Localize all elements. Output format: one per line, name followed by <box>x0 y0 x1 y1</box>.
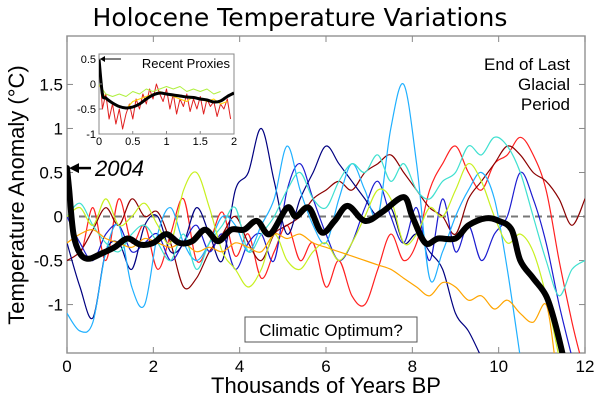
series-line-proxy-7 <box>67 163 559 353</box>
x-tick-label: 4 <box>235 357 244 376</box>
end-glacial-line-2: Glacial <box>518 75 570 94</box>
inset-x-tick-label: 0.5 <box>125 136 140 148</box>
inset-x-tick-label: 2 <box>231 136 237 148</box>
y-tick-label: 0 <box>54 208 63 227</box>
x-tick-label: 0 <box>62 357 71 376</box>
inset-y-tick-label: 0 <box>90 79 96 91</box>
y-tick-label: 0.5 <box>39 163 63 182</box>
year-2004-label: 2004 <box>94 156 144 181</box>
inset-series-recent-proxy-red <box>99 58 232 130</box>
x-tick-label: 8 <box>408 357 417 376</box>
inset-axis-ticks: 0 0.5 1 1.5 2 -1 -0.5 0 0.5 <box>77 54 237 148</box>
inset-series-recent-smoothed <box>99 58 234 110</box>
x-tick-label: 12 <box>576 357 595 376</box>
end-glacial-annotation: End of Last Glacial Period <box>484 55 570 114</box>
inset-arrow-left-icon <box>100 56 105 62</box>
y-tick-label: 1.5 <box>39 75 63 94</box>
inset-y-tick-label: 0.5 <box>81 54 96 66</box>
series-line-proxy-8 <box>67 228 555 353</box>
series-line-proxy-3 <box>67 163 572 353</box>
series-line-average <box>67 165 566 353</box>
year-2004-annotation: 2004 <box>69 156 144 181</box>
series-line-proxy-2 <box>67 145 585 290</box>
end-glacial-line-3: Period <box>521 95 570 114</box>
inset-x-tick-label: 0 <box>96 136 102 148</box>
inset-y-tick-label: -1 <box>86 129 96 141</box>
y-tick-label: -1 <box>48 296 63 315</box>
arrow-left-icon <box>69 163 79 174</box>
climatic-optimum-annotation: Climatic Optimum? <box>244 316 418 343</box>
chart-title: Holocene Temperature Variations <box>93 3 508 32</box>
y-axis-ticks: -1 -0.5 0 0.5 1 1.5 <box>34 75 585 315</box>
inset-x-tick-label: 1 <box>163 136 169 148</box>
x-tick-label: 10 <box>489 357 508 376</box>
x-axis-label: Thousands of Years BP <box>211 373 441 398</box>
inset-chart: 0 0.5 1 1.5 2 -1 -0.5 0 0.5 Recent Proxies <box>77 53 237 148</box>
inset-y-tick-label: -0.5 <box>77 104 96 116</box>
inset-series-layer <box>99 58 234 130</box>
series-line-proxy-5 <box>67 83 521 353</box>
x-axis-ticks: 0 2 4 6 8 10 12 <box>62 36 594 376</box>
climatic-optimum-box <box>244 316 418 343</box>
inset-x-tick-label: 1.5 <box>193 136 208 148</box>
y-tick-label: 1 <box>54 119 63 138</box>
inset-series-recent-proxy-green <box>99 83 221 97</box>
y-tick-label: -0.5 <box>34 252 63 271</box>
series-layer <box>67 83 585 353</box>
series-line-proxy-6 <box>67 136 585 297</box>
series-line-proxy-1 <box>67 136 581 353</box>
climatic-optimum-label: Climatic Optimum? <box>259 321 403 340</box>
inset-title: Recent Proxies <box>142 56 231 71</box>
x-tick-label: 2 <box>149 357 158 376</box>
end-glacial-line-1: End of Last <box>484 55 570 74</box>
x-tick-label: 6 <box>321 357 330 376</box>
series-line-proxy-4 <box>67 127 480 353</box>
y-axis-label: Temperature Anomaly (°C) <box>4 65 29 324</box>
